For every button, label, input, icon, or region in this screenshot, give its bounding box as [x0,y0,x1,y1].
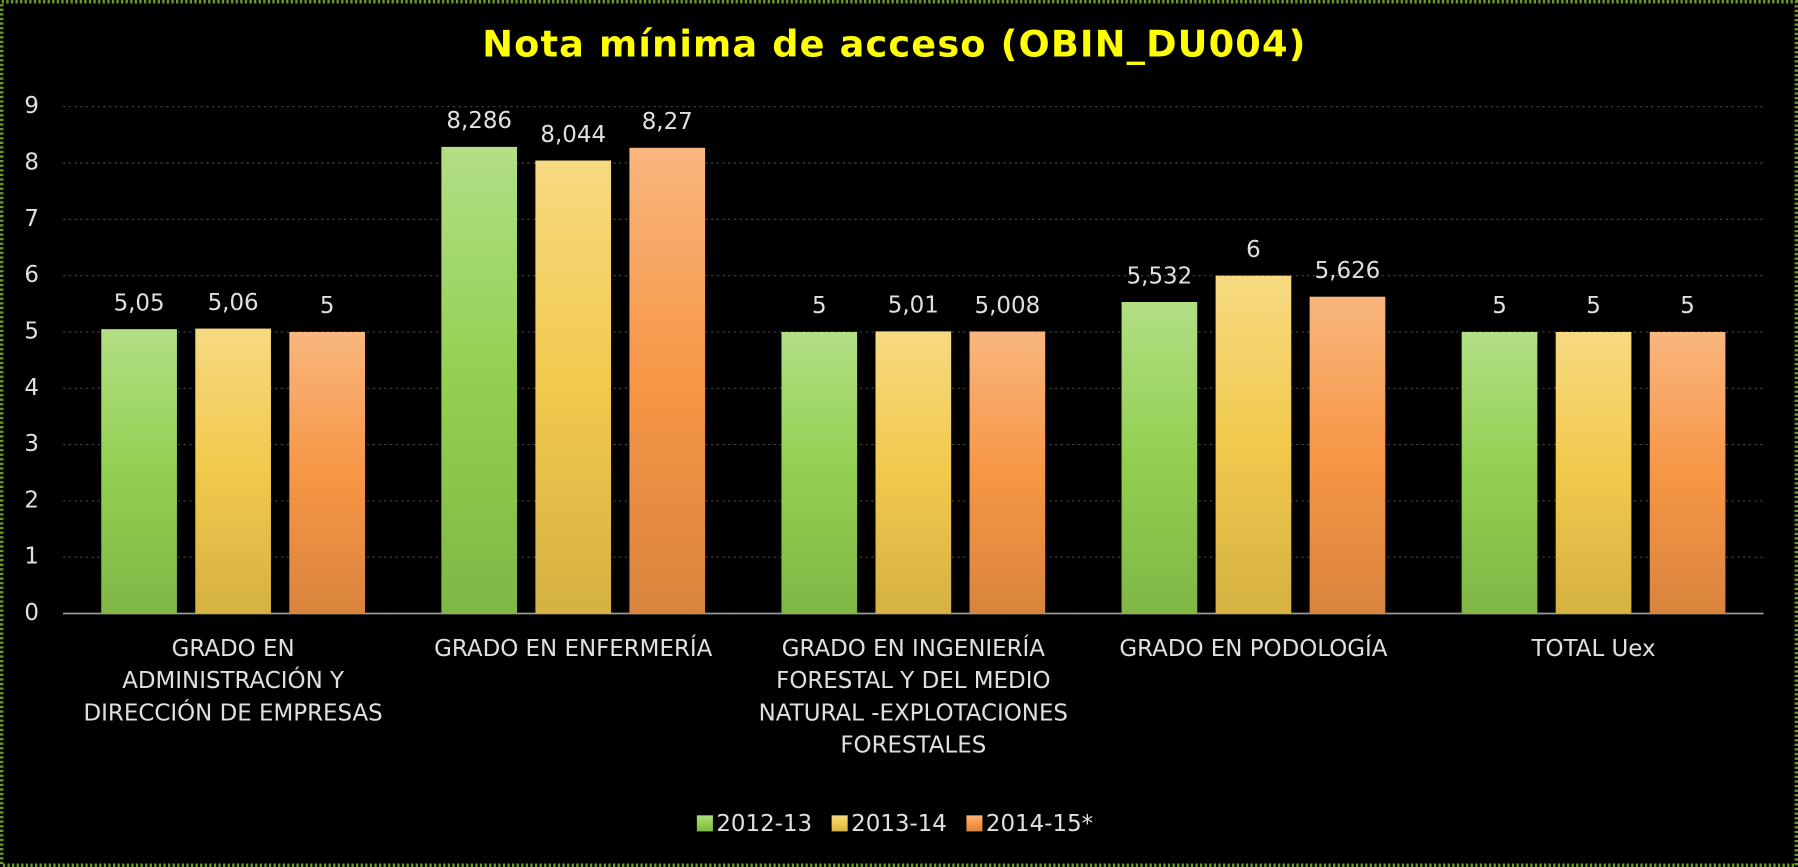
bar [781,331,858,614]
x-tick-label: GRADO EN ENFERMERÍA [434,634,713,662]
bar [629,147,706,614]
bar [875,331,952,614]
data-label: 8,286 [446,108,512,134]
data-label: 8,27 [642,109,693,135]
y-tick-label: 4 [24,375,39,401]
bar [101,329,177,614]
bar [969,331,1046,614]
bar [1649,331,1726,614]
x-tick-label: GRADO EN ADMINISTRACIÓN Y DIRECCIÓN DE EMP… [84,636,383,726]
x-tick-label: GRADO EN INGENIERÍA FORESTAL Y DEL MEDIO N… [759,634,1068,758]
data-label: 5,05 [114,290,165,316]
legend-swatch [966,815,983,832]
legend-label: 2013-14 [851,811,947,837]
data-label: 5 [1586,293,1601,319]
data-label: 5,008 [975,293,1041,319]
y-tick-label: 6 [24,262,39,288]
y-tick-label: 8 [24,150,39,176]
data-label: 5 [320,293,335,319]
legend-label: 2012-13 [716,811,812,837]
y-tick-label: 9 [24,93,39,119]
chart-title: Nota mínima de acceso (OBIN_DU004) [482,22,1306,65]
data-label: 8,044 [540,122,606,148]
y-tick-label: 5 [24,318,39,344]
legend-swatch [831,815,848,832]
bar [1215,275,1292,614]
data-label: 5 [1680,293,1695,319]
y-tick-label: 7 [24,206,39,232]
data-label: 5,626 [1315,258,1381,284]
bar [1309,296,1386,614]
y-tick-label: 3 [24,431,39,457]
bar [535,160,612,614]
y-tick-label: 0 [24,600,39,626]
data-label: 5,532 [1127,263,1193,289]
bar [1555,331,1632,614]
data-label: 6 [1246,237,1261,263]
bar [1461,331,1538,614]
legend-swatch [696,815,713,832]
data-label: 5 [812,293,827,319]
x-tick-label: TOTAL Uex [1531,636,1656,662]
data-label: 5,06 [208,290,259,316]
bar [195,328,271,614]
bar [1121,301,1198,614]
data-label: 5,01 [888,293,939,319]
data-label: 5 [1492,293,1507,319]
bar [441,146,518,614]
legend-label: 2014-15* [986,811,1093,837]
x-tick-label: GRADO EN PODOLOGÍA [1119,634,1387,662]
y-tick-label: 1 [24,544,39,570]
y-tick-label: 2 [24,487,39,513]
bar [289,331,365,614]
